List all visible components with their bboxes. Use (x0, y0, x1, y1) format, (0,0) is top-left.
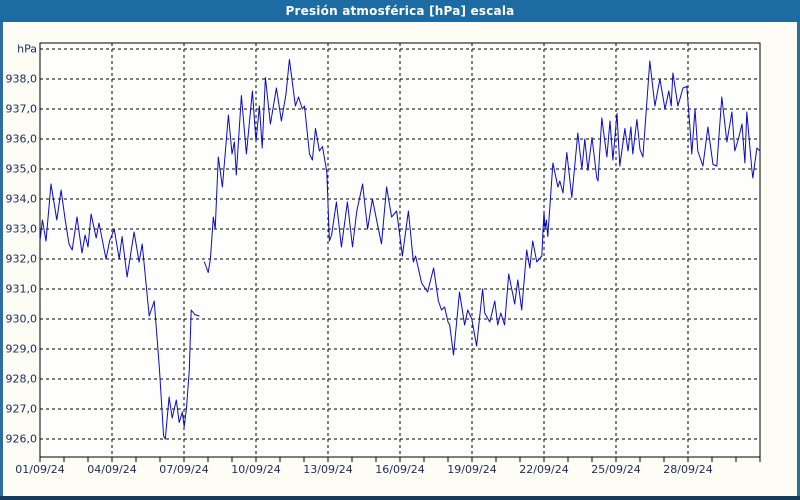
x-axis-tick-label: 01/09/24 (15, 463, 65, 476)
window-frame-left (0, 0, 3, 500)
y-axis-tick-label: 936,0 (5, 132, 38, 146)
x-axis-tick-label: 16/09/24 (375, 463, 425, 476)
y-axis-tick-label: 934,0 (5, 192, 38, 206)
x-axis-tick-label: 28/09/24 (663, 463, 713, 476)
y-axis-tick-label: 931,0 (5, 282, 38, 296)
window-frame-right (797, 0, 800, 500)
x-axis-tick-label: 04/09/24 (87, 463, 137, 476)
x-axis-tick-label: 07/09/24 (159, 463, 209, 476)
y-axis-tick-label: 929,0 (5, 342, 38, 356)
x-axis-tick-label: 10/09/24 (231, 463, 281, 476)
y-axis-tick-label: 935,0 (5, 162, 38, 176)
chart-title: Presión atmosférica [hPa] escala (285, 4, 515, 18)
y-axis-tick-label: 932,0 (5, 252, 38, 266)
x-axis-tick-label: 19/09/24 (447, 463, 497, 476)
y-axis-tick-label: 930,0 (5, 312, 38, 326)
x-axis-tick-label: 25/09/24 (591, 463, 641, 476)
y-axis-tick-label: 928,0 (5, 372, 38, 386)
window-titlebar: Presión atmosférica [hPa] escala (0, 0, 800, 22)
y-axis-unit-label: hPa (17, 42, 37, 56)
y-axis-tick-label: 933,0 (5, 222, 38, 236)
window-frame-bottom (0, 496, 800, 500)
y-axis-tick-label: 926,0 (5, 432, 38, 446)
y-axis-tick-label: 938,0 (5, 72, 38, 86)
x-axis-tick-label: 22/09/24 (519, 463, 569, 476)
y-axis-tick-label: 937,0 (5, 102, 38, 116)
y-axis-tick-label: 927,0 (5, 402, 38, 416)
x-axis-tick-label: 13/09/24 (303, 463, 353, 476)
